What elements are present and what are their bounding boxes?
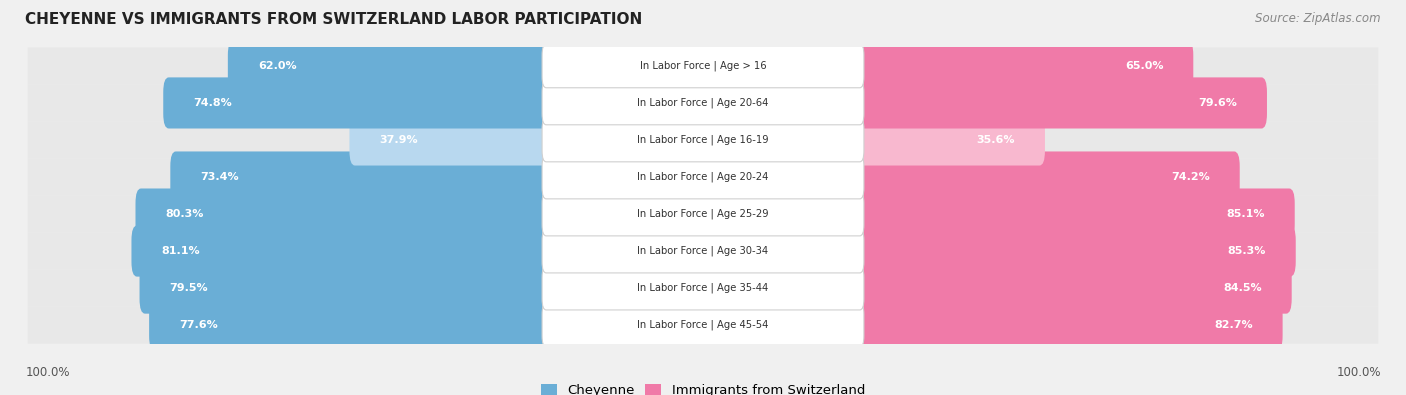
FancyBboxPatch shape [543, 44, 863, 88]
FancyBboxPatch shape [28, 269, 1378, 307]
FancyBboxPatch shape [855, 77, 1267, 128]
FancyBboxPatch shape [139, 263, 551, 314]
Text: In Labor Force | Age > 16: In Labor Force | Age > 16 [640, 61, 766, 71]
Text: 74.2%: 74.2% [1171, 172, 1209, 182]
Text: 79.6%: 79.6% [1198, 98, 1237, 108]
FancyBboxPatch shape [132, 226, 551, 276]
FancyBboxPatch shape [350, 115, 551, 166]
FancyBboxPatch shape [855, 151, 1240, 203]
FancyBboxPatch shape [28, 196, 1378, 233]
Text: 85.3%: 85.3% [1227, 246, 1265, 256]
FancyBboxPatch shape [149, 299, 551, 351]
Legend: Cheyenne, Immigrants from Switzerland: Cheyenne, Immigrants from Switzerland [536, 378, 870, 395]
Text: In Labor Force | Age 45-54: In Labor Force | Age 45-54 [637, 320, 769, 330]
Text: In Labor Force | Age 20-24: In Labor Force | Age 20-24 [637, 172, 769, 182]
Text: 65.0%: 65.0% [1125, 61, 1163, 71]
FancyBboxPatch shape [28, 233, 1378, 269]
Text: 80.3%: 80.3% [166, 209, 204, 219]
Text: 37.9%: 37.9% [380, 135, 418, 145]
Text: 77.6%: 77.6% [179, 320, 218, 330]
Text: In Labor Force | Age 20-64: In Labor Force | Age 20-64 [637, 98, 769, 108]
Text: Source: ZipAtlas.com: Source: ZipAtlas.com [1256, 12, 1381, 25]
Text: CHEYENNE VS IMMIGRANTS FROM SWITZERLAND LABOR PARTICIPATION: CHEYENNE VS IMMIGRANTS FROM SWITZERLAND … [25, 12, 643, 27]
Text: 74.8%: 74.8% [193, 98, 232, 108]
FancyBboxPatch shape [28, 121, 1378, 158]
Text: 85.1%: 85.1% [1226, 209, 1265, 219]
FancyBboxPatch shape [855, 226, 1296, 276]
Text: In Labor Force | Age 30-34: In Labor Force | Age 30-34 [637, 246, 769, 256]
FancyBboxPatch shape [28, 47, 1378, 85]
Text: In Labor Force | Age 35-44: In Labor Force | Age 35-44 [637, 283, 769, 293]
FancyBboxPatch shape [170, 151, 551, 203]
Text: 82.7%: 82.7% [1213, 320, 1253, 330]
FancyBboxPatch shape [228, 40, 551, 92]
FancyBboxPatch shape [543, 118, 863, 162]
FancyBboxPatch shape [163, 77, 551, 128]
FancyBboxPatch shape [855, 40, 1194, 92]
FancyBboxPatch shape [543, 229, 863, 273]
Text: 100.0%: 100.0% [1336, 366, 1381, 379]
Text: 73.4%: 73.4% [200, 172, 239, 182]
Text: 84.5%: 84.5% [1223, 283, 1261, 293]
FancyBboxPatch shape [543, 155, 863, 199]
FancyBboxPatch shape [543, 192, 863, 236]
Text: In Labor Force | Age 25-29: In Labor Force | Age 25-29 [637, 209, 769, 219]
FancyBboxPatch shape [855, 188, 1295, 240]
FancyBboxPatch shape [855, 299, 1282, 351]
Text: 62.0%: 62.0% [257, 61, 297, 71]
FancyBboxPatch shape [28, 307, 1378, 344]
Text: 35.6%: 35.6% [976, 135, 1015, 145]
FancyBboxPatch shape [543, 266, 863, 310]
Text: 81.1%: 81.1% [162, 246, 200, 256]
Text: In Labor Force | Age 16-19: In Labor Force | Age 16-19 [637, 135, 769, 145]
FancyBboxPatch shape [28, 158, 1378, 196]
FancyBboxPatch shape [135, 188, 551, 240]
FancyBboxPatch shape [855, 115, 1045, 166]
FancyBboxPatch shape [855, 263, 1292, 314]
Text: 79.5%: 79.5% [170, 283, 208, 293]
FancyBboxPatch shape [543, 81, 863, 125]
Text: 100.0%: 100.0% [25, 366, 70, 379]
FancyBboxPatch shape [28, 85, 1378, 121]
FancyBboxPatch shape [543, 303, 863, 347]
